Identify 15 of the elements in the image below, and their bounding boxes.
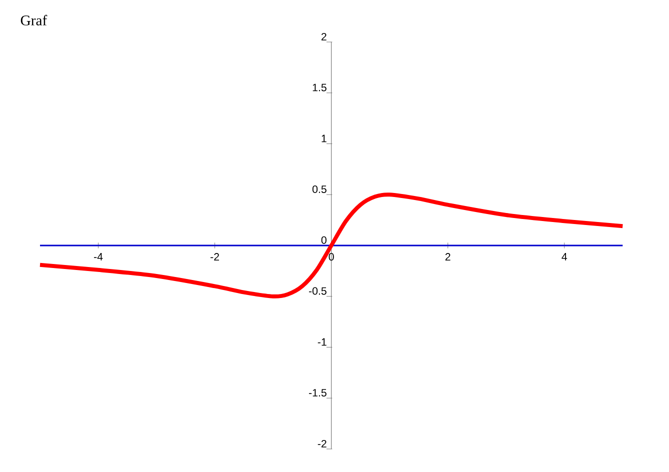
y-tick-label: 2 <box>322 32 326 40</box>
x-tick-label: -4 <box>94 253 103 260</box>
y-tick-label: -1 <box>318 338 326 346</box>
x-tick-label: -2 <box>210 253 220 260</box>
y-tick-label: 0.5 <box>312 185 326 194</box>
y-tick-label: 1 <box>322 134 326 142</box>
x-tick-label: 0 <box>328 253 334 261</box>
y-tick-label: -1.5 <box>308 389 326 397</box>
y-tick-label: -2 <box>318 440 326 448</box>
chart-title: Graf <box>20 14 48 26</box>
x-tick-label: 2 <box>445 253 450 260</box>
y-tick-label: 1.5 <box>312 84 326 92</box>
y-tick-label: 0 <box>321 236 326 244</box>
y-tick-label: -0.5 <box>308 287 326 295</box>
x-tick-label: 4 <box>562 253 568 260</box>
